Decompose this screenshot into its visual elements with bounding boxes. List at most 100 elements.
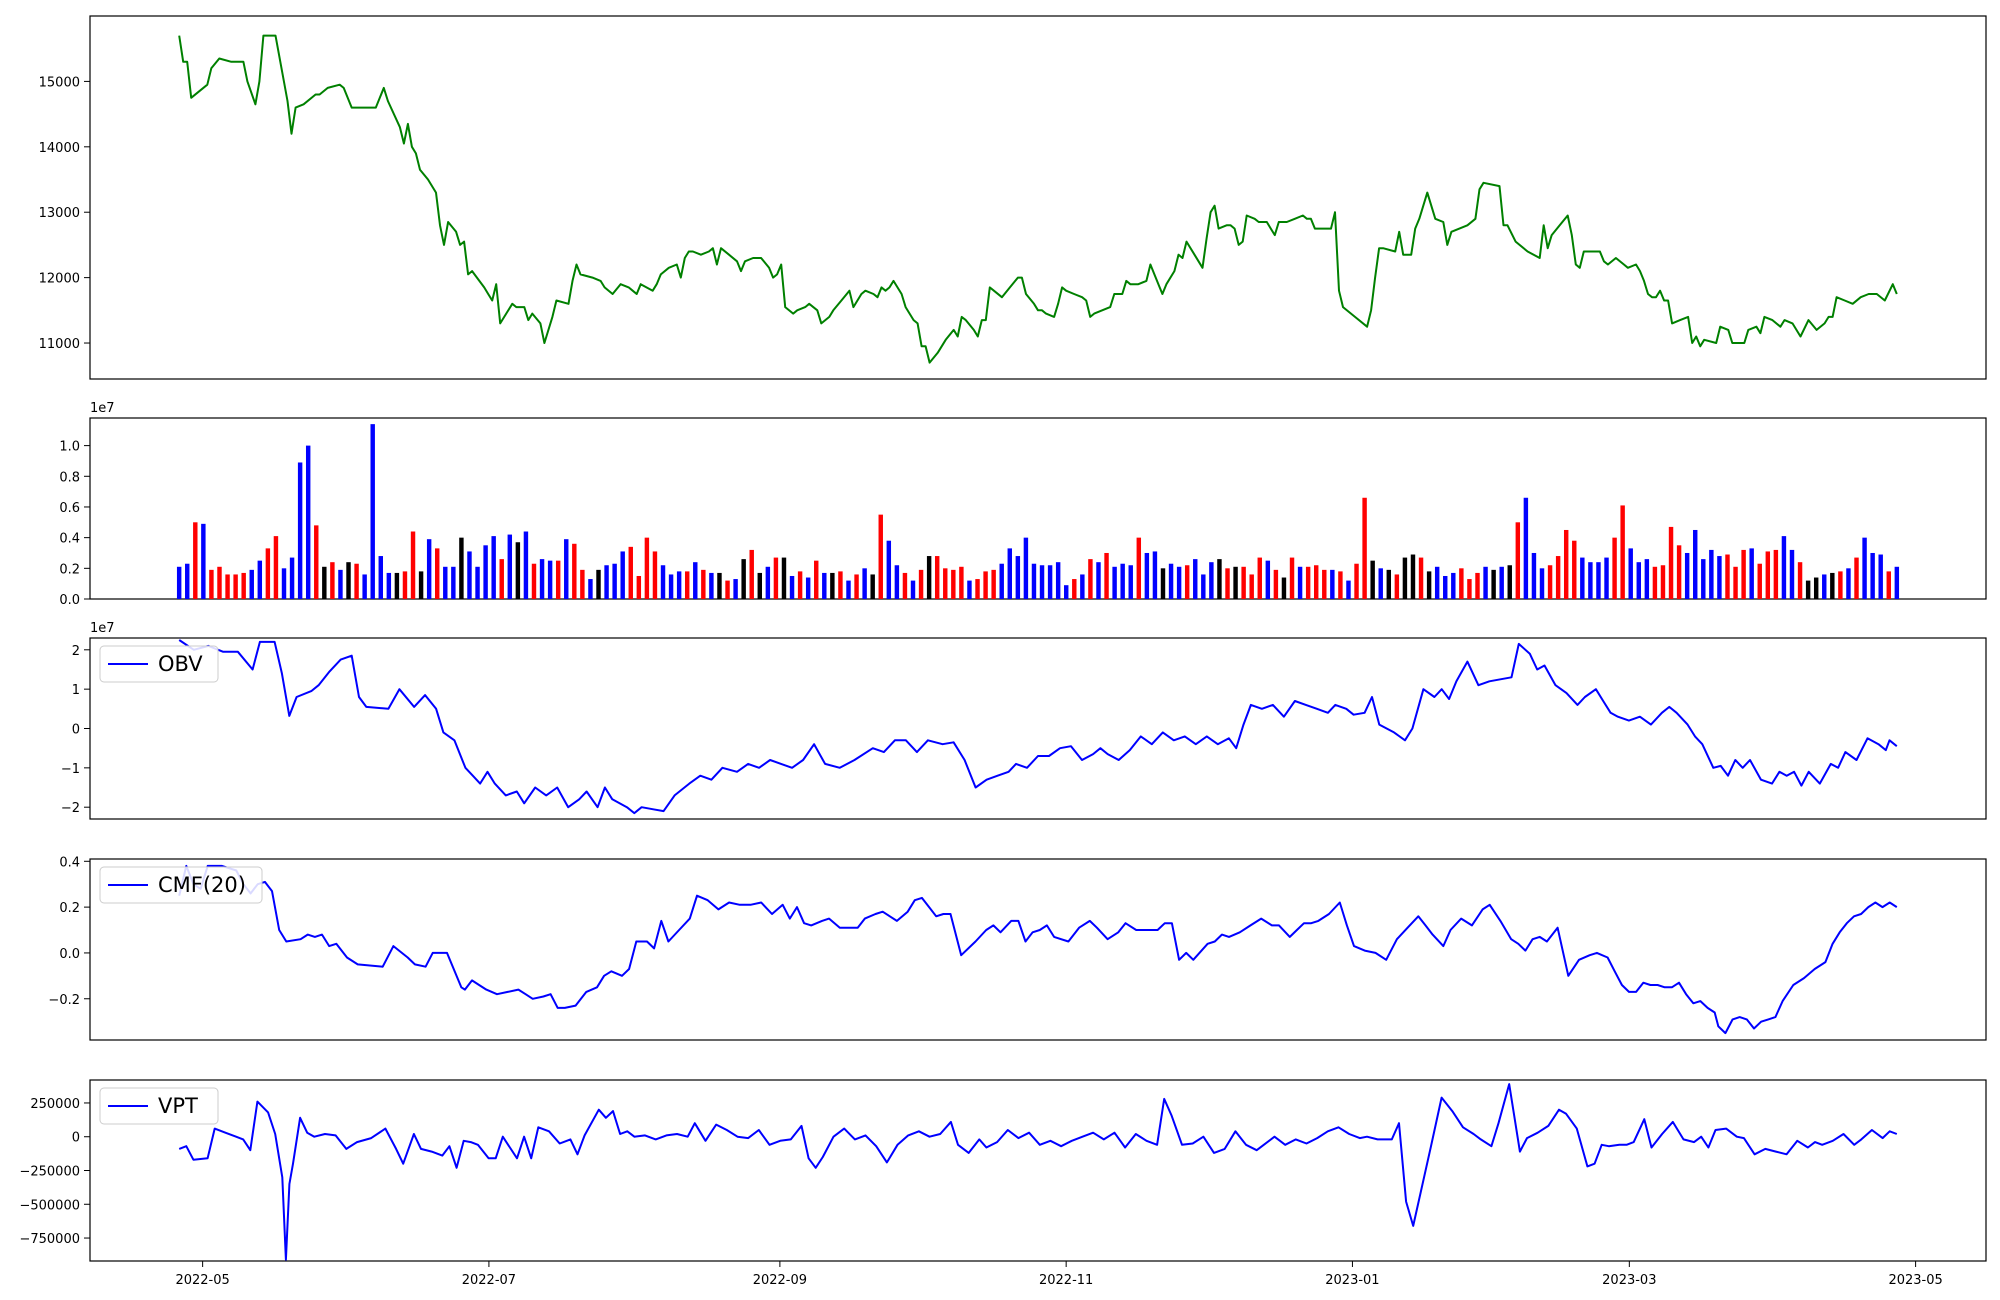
x-axis: 2022-05 2022-07 2022-09 2022-11 2023-01 2023-… <box>175 1261 1943 1288</box>
volume-bar <box>1483 566 1488 599</box>
obv-plot-area <box>178 639 1898 815</box>
volume-bar <box>1225 568 1230 599</box>
volume-bar <box>1515 522 1521 599</box>
vpt-y-tick-label: −500000 <box>19 1198 80 1213</box>
x-tick-label: 2022-09 <box>753 1273 807 1288</box>
volume-bar <box>1144 552 1150 599</box>
volume-bar <box>1539 568 1545 599</box>
volume-bar <box>588 579 593 599</box>
cmf-plot-area <box>178 864 1898 1035</box>
volume-bar <box>1080 574 1085 599</box>
volume-bar <box>1555 556 1561 599</box>
price-line <box>178 34 1898 364</box>
volume-bar <box>1580 557 1585 599</box>
volume-bar <box>1217 559 1222 599</box>
volume-bar <box>1572 540 1577 599</box>
vpt-y-tick-label: 0 <box>72 1131 80 1146</box>
volume-bar <box>1668 526 1674 599</box>
volume-bar <box>1394 574 1400 599</box>
volume-bar <box>1289 557 1295 599</box>
volume-bar <box>693 562 698 599</box>
volume-bar <box>580 569 585 599</box>
volume-bar <box>281 568 287 599</box>
volume-bar <box>499 559 504 599</box>
obv-y-tick-label: −1 <box>61 762 80 777</box>
volume-bar <box>1894 566 1900 599</box>
volume-bar <box>1507 565 1512 599</box>
volume-bar <box>1047 565 1053 599</box>
volume-bar <box>1088 559 1093 599</box>
volume-bar <box>1636 562 1641 599</box>
volume-bar <box>886 540 892 599</box>
volume-bar <box>1499 566 1504 599</box>
volume-bar <box>1281 577 1287 599</box>
obv-legend-box <box>99 645 219 683</box>
volume-bar <box>1176 566 1182 599</box>
volume-bar <box>1693 529 1698 599</box>
volume-y-tick-label: 0.8 <box>59 470 80 485</box>
x-tick-label: 2022-11 <box>1039 1273 1093 1288</box>
volume-bar <box>1249 574 1254 599</box>
volume-bar <box>1241 566 1246 599</box>
x-tick-label: 2023-05 <box>1888 1273 1942 1288</box>
volume-y-tick-label: 0.6 <box>59 501 80 516</box>
volume-bar <box>491 536 496 599</box>
volume-bar <box>1370 560 1375 599</box>
volume-bar <box>1338 571 1343 599</box>
volume-bar <box>330 562 335 599</box>
volume-bar <box>1152 551 1158 599</box>
volume-bar <box>1451 572 1456 599</box>
volume-bar <box>1491 569 1496 599</box>
volume-bar <box>386 572 392 599</box>
volume-bar <box>725 580 730 599</box>
vpt-line <box>178 1083 1898 1261</box>
volume-bar <box>983 571 988 599</box>
x-tick-label: 2023-01 <box>1325 1273 1379 1288</box>
vpt-legend-box <box>99 1087 219 1125</box>
volume-bar <box>1378 568 1383 599</box>
volume-bar <box>1741 549 1746 599</box>
volume-bar <box>1725 554 1730 599</box>
volume-bar <box>1838 571 1843 599</box>
volume-bar <box>822 572 827 599</box>
volume-bar <box>523 531 529 599</box>
volume-bar <box>185 563 190 599</box>
volume-bar <box>636 575 642 599</box>
volume-bar <box>684 571 690 599</box>
volume-bar <box>814 560 819 599</box>
volume-bar <box>1426 571 1432 599</box>
volume-bar <box>1628 548 1633 599</box>
price-y-tick-label: 12000 <box>39 272 80 287</box>
volume-bar <box>1781 536 1787 599</box>
volume-bar <box>797 571 803 599</box>
volume-bar <box>314 525 319 599</box>
volume-bar <box>1346 580 1351 599</box>
volume-bar <box>1563 529 1569 599</box>
volume-bar <box>1096 562 1101 599</box>
volume-bar <box>273 536 279 599</box>
volume-bar <box>781 557 787 599</box>
volume-bar <box>999 563 1004 599</box>
cmf-legend-label: CMF(20) <box>158 873 246 897</box>
volume-plot-area <box>176 424 1900 599</box>
volume-bar <box>1031 563 1037 599</box>
volume-bar <box>951 569 956 599</box>
volume-bar <box>435 548 440 599</box>
volume-bar <box>1676 545 1682 599</box>
volume-bar <box>338 569 343 599</box>
volume-bar <box>1443 575 1448 599</box>
obv-plot-frame <box>89 637 1987 820</box>
volume-y-tick-label: 0.2 <box>59 562 80 577</box>
obv-panel: −2 −1 0 1 2 1e7 OBV <box>61 621 1987 820</box>
volume-bar <box>1184 565 1190 599</box>
volume-bar <box>1313 565 1319 599</box>
volume-bar <box>943 568 948 599</box>
volume-bar <box>1684 552 1690 599</box>
obv-y-tick-label: 1 <box>72 683 80 698</box>
volume-bar <box>1128 565 1133 599</box>
price-y-tick-label: 14000 <box>39 141 80 156</box>
obv-y-tick-label: 0 <box>72 723 80 738</box>
volume-bar <box>773 557 779 599</box>
volume-bar <box>410 531 416 599</box>
volume-bar <box>475 566 480 599</box>
